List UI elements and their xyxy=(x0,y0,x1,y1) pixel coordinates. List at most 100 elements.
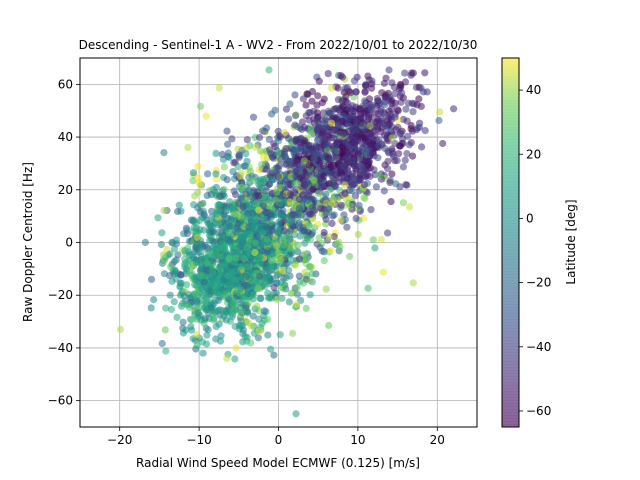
scatter-point xyxy=(377,236,385,244)
scatter-point xyxy=(296,138,304,146)
scatter-point xyxy=(150,296,158,304)
scatter-point xyxy=(292,172,300,180)
scatter-point xyxy=(363,179,371,187)
scatter-point xyxy=(403,117,411,125)
colorbar-stripes xyxy=(502,59,519,427)
scatter-point xyxy=(329,212,337,220)
scatter-point xyxy=(219,240,227,248)
scatter-point xyxy=(383,134,391,142)
scatter-point xyxy=(322,285,330,293)
scatter-point xyxy=(176,283,184,291)
scatter-point xyxy=(221,246,229,254)
scatter-point xyxy=(270,284,278,292)
scatter-point xyxy=(258,160,266,168)
scatter-point xyxy=(259,175,267,184)
scatter-point xyxy=(340,163,348,171)
scatter-point xyxy=(215,320,223,328)
scatter-point xyxy=(167,305,175,314)
scatter-point xyxy=(166,272,174,280)
scatter-point xyxy=(158,229,166,237)
scatter-point xyxy=(253,232,261,240)
scatter-point xyxy=(285,233,293,241)
scatter-point xyxy=(369,236,377,244)
scatter-point xyxy=(254,192,263,200)
scatter-point xyxy=(214,296,223,304)
scatter-point xyxy=(235,153,243,161)
scatter-point xyxy=(405,141,413,149)
y-tick-label: 40 xyxy=(58,130,73,144)
scatter-point xyxy=(318,129,326,138)
scatter-point xyxy=(231,355,239,363)
scatter-point xyxy=(310,149,318,157)
outlier-point xyxy=(265,66,273,74)
y-tick-label: 60 xyxy=(58,77,73,91)
scatter-point xyxy=(193,233,201,241)
scatter-point xyxy=(182,265,191,273)
scatter-point xyxy=(385,107,393,115)
scatter-point xyxy=(196,208,204,216)
scatter-point xyxy=(292,112,300,120)
x-tick-label: 20 xyxy=(430,433,445,447)
scatter-point xyxy=(264,315,272,323)
scatter-point xyxy=(317,204,325,212)
scatter-point xyxy=(228,135,236,143)
scatter-point xyxy=(305,161,313,169)
scatter-point xyxy=(230,298,238,306)
scatter-point xyxy=(282,285,290,293)
scatter-point xyxy=(212,335,220,343)
scatter-point xyxy=(313,136,322,144)
scatter-point xyxy=(193,341,201,350)
scatter-point xyxy=(255,206,263,214)
scatter-point xyxy=(303,255,311,263)
scatter-point xyxy=(291,180,299,188)
scatter-point xyxy=(168,277,176,285)
scatter-point xyxy=(222,266,230,274)
scatter-point xyxy=(340,174,349,183)
scatter-point xyxy=(330,179,338,187)
scatter-point xyxy=(172,236,180,244)
scatter-point xyxy=(282,105,290,113)
scatter-point xyxy=(271,106,279,114)
scatter-point xyxy=(251,249,259,257)
scatter-point xyxy=(310,196,318,204)
scatter-point xyxy=(278,266,287,275)
scatter-point xyxy=(243,282,251,290)
scatter-point xyxy=(194,162,202,170)
scatter-point xyxy=(223,207,231,215)
scatter-point xyxy=(236,172,245,180)
scatter-point xyxy=(357,110,365,118)
scatter-point xyxy=(197,266,205,274)
scatter-point xyxy=(200,278,208,286)
scatter-point xyxy=(211,308,219,316)
scatter-point xyxy=(162,304,170,312)
scatter-point xyxy=(179,318,187,326)
scatter-point xyxy=(310,176,318,184)
scatter-point xyxy=(203,331,211,339)
scatter-point xyxy=(397,129,405,137)
scatter-point xyxy=(313,143,321,151)
outlier-point xyxy=(199,349,207,357)
scatter-point xyxy=(251,143,259,151)
outlier-point xyxy=(223,354,231,363)
scatter-point xyxy=(237,218,245,227)
scatter-point xyxy=(214,282,222,291)
scatter-point xyxy=(313,109,321,117)
scatter-point xyxy=(263,235,271,243)
scatter-point xyxy=(292,261,300,269)
scatter-point xyxy=(268,250,276,258)
scatter-point xyxy=(189,169,198,177)
scatter-point xyxy=(375,136,383,144)
scatter-point xyxy=(304,234,312,242)
scatter-point xyxy=(183,281,191,289)
scatter-point xyxy=(285,298,293,306)
scatter-point xyxy=(229,204,237,213)
scatter-point xyxy=(384,165,392,173)
scatter-point xyxy=(308,278,316,286)
scatter-point xyxy=(268,169,276,177)
colorbar-label: Latitude [deg] xyxy=(564,199,578,284)
scatter-point xyxy=(320,124,329,132)
scatter-point xyxy=(260,154,268,162)
scatter-point xyxy=(203,216,211,224)
scatter-point xyxy=(265,208,274,217)
